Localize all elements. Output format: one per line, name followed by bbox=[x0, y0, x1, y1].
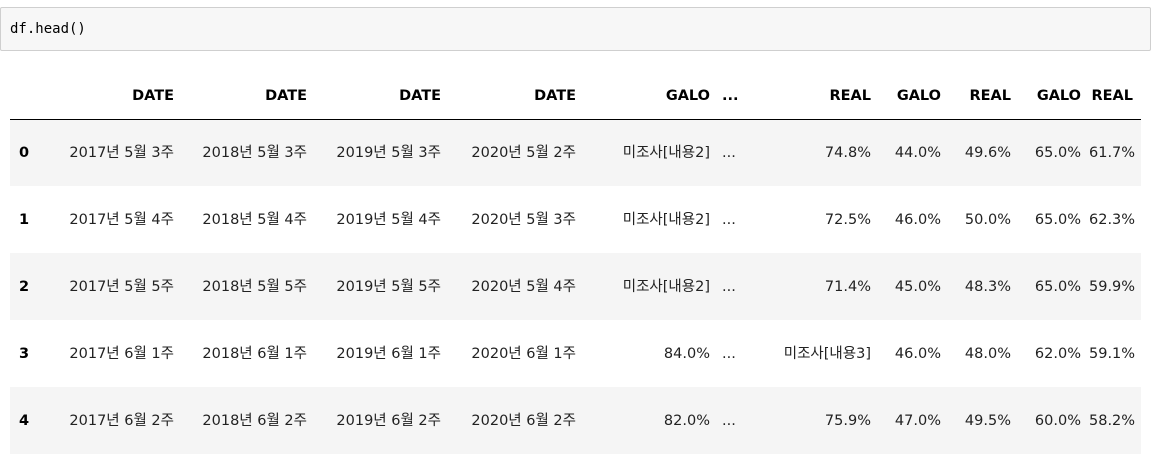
row-index: 0 bbox=[19, 144, 30, 161]
table-header-row: DATE DATE DATE DATE GALO ... REAL GALO R… bbox=[10, 74, 1141, 120]
table-cell: 2017년 5월 3주 bbox=[69, 144, 174, 161]
table-row: 0 2017년 5월 3주 2018년 5월 3주 2019년 5월 3주 20… bbox=[10, 119, 1141, 186]
table-cell: 75.9% bbox=[824, 412, 871, 429]
table-cell: 2020년 6월 2주 bbox=[471, 412, 576, 429]
table-cell: 71.4% bbox=[824, 278, 871, 295]
column-header: DATE bbox=[449, 74, 584, 120]
ellipsis-cell: ... bbox=[722, 345, 736, 362]
column-header: GALO bbox=[879, 74, 949, 120]
table-cell: 62.0% bbox=[1034, 345, 1081, 362]
table-cell: 74.8% bbox=[824, 144, 871, 161]
row-index: 2 bbox=[19, 278, 30, 295]
table-cell: 44.0% bbox=[894, 144, 941, 161]
code-input-cell[interactable]: df.head() bbox=[0, 7, 1151, 51]
table-cell: 2019년 6월 1주 bbox=[336, 345, 441, 362]
index-header bbox=[10, 74, 47, 120]
row-index: 3 bbox=[19, 345, 30, 362]
output-area: DATE DATE DATE DATE GALO ... REAL GALO R… bbox=[10, 74, 1141, 454]
table-cell: 49.6% bbox=[964, 144, 1011, 161]
table-cell: 60.0% bbox=[1034, 412, 1081, 429]
table-cell: 65.0% bbox=[1034, 144, 1081, 161]
table-cell: 2017년 5월 4주 bbox=[69, 211, 174, 228]
table-cell: 2017년 5월 5주 bbox=[69, 278, 174, 295]
table-cell: 2018년 5월 4주 bbox=[202, 211, 307, 228]
table-cell: 미조사[내용2] bbox=[622, 211, 710, 228]
column-header: REAL bbox=[1089, 74, 1141, 120]
table-cell: 65.0% bbox=[1034, 211, 1081, 228]
table-cell: 48.0% bbox=[964, 345, 1011, 362]
ellipsis-cell: ... bbox=[722, 412, 736, 429]
ellipsis-cell: ... bbox=[722, 211, 736, 228]
table-cell: 2019년 5월 3주 bbox=[336, 144, 441, 161]
table-cell: 미조사[내용2] bbox=[622, 144, 710, 161]
table-cell: 2018년 5월 5주 bbox=[202, 278, 307, 295]
column-header: GALO bbox=[1019, 74, 1089, 120]
ellipsis-cell: ... bbox=[722, 278, 736, 295]
table-cell: 84.0% bbox=[663, 345, 710, 362]
table-cell: 46.0% bbox=[894, 211, 941, 228]
table-cell: 미조사[내용2] bbox=[622, 278, 710, 295]
ellipsis-header: ... bbox=[718, 74, 758, 120]
table-cell: 61.7% bbox=[1089, 144, 1136, 161]
row-index: 4 bbox=[19, 412, 30, 429]
table-cell: 2020년 5월 4주 bbox=[471, 278, 576, 295]
table-cell: 2019년 5월 4주 bbox=[336, 211, 441, 228]
code-text[interactable]: df.head() bbox=[10, 21, 86, 37]
table-cell: 2017년 6월 1주 bbox=[69, 345, 174, 362]
table-cell: 48.3% bbox=[964, 278, 1011, 295]
row-index: 1 bbox=[19, 211, 30, 228]
table-cell: 49.5% bbox=[964, 412, 1011, 429]
column-header: REAL bbox=[758, 74, 879, 120]
table-cell: 62.3% bbox=[1089, 211, 1136, 228]
table-cell: 2018년 6월 2주 bbox=[202, 412, 307, 429]
table-cell: 59.9% bbox=[1089, 278, 1136, 295]
table-cell: 82.0% bbox=[663, 412, 710, 429]
table-row: 3 2017년 6월 1주 2018년 6월 1주 2019년 6월 1주 20… bbox=[10, 320, 1141, 387]
table-cell: 47.0% bbox=[894, 412, 941, 429]
column-header: GALO bbox=[584, 74, 718, 120]
table-cell: 2018년 5월 3주 bbox=[202, 144, 307, 161]
table-cell: 2020년 5월 2주 bbox=[471, 144, 576, 161]
table-cell: 2019년 6월 2주 bbox=[336, 412, 441, 429]
table-cell: 미조사[내용3] bbox=[783, 345, 871, 362]
column-header: DATE bbox=[47, 74, 182, 120]
column-header: REAL bbox=[949, 74, 1019, 120]
table-row: 4 2017년 6월 2주 2018년 6월 2주 2019년 6월 2주 20… bbox=[10, 387, 1141, 454]
table-cell: 2020년 5월 3주 bbox=[471, 211, 576, 228]
dataframe-table: DATE DATE DATE DATE GALO ... REAL GALO R… bbox=[10, 74, 1141, 454]
table-cell: 46.0% bbox=[894, 345, 941, 362]
table-cell: 2018년 6월 1주 bbox=[202, 345, 307, 362]
table-cell: 50.0% bbox=[964, 211, 1011, 228]
table-cell: 2019년 5월 5주 bbox=[336, 278, 441, 295]
table-cell: 65.0% bbox=[1034, 278, 1081, 295]
column-header: DATE bbox=[315, 74, 449, 120]
table-row: 2 2017년 5월 5주 2018년 5월 5주 2019년 5월 5주 20… bbox=[10, 253, 1141, 320]
table-cell: 2020년 6월 1주 bbox=[471, 345, 576, 362]
table-cell: 58.2% bbox=[1089, 412, 1136, 429]
table-cell: 2017년 6월 2주 bbox=[69, 412, 174, 429]
table-cell: 72.5% bbox=[824, 211, 871, 228]
column-header: DATE bbox=[182, 74, 315, 120]
table-row: 1 2017년 5월 4주 2018년 5월 4주 2019년 5월 4주 20… bbox=[10, 186, 1141, 253]
table-cell: 59.1% bbox=[1089, 345, 1136, 362]
table-cell: 45.0% bbox=[894, 278, 941, 295]
ellipsis-cell: ... bbox=[722, 144, 736, 161]
